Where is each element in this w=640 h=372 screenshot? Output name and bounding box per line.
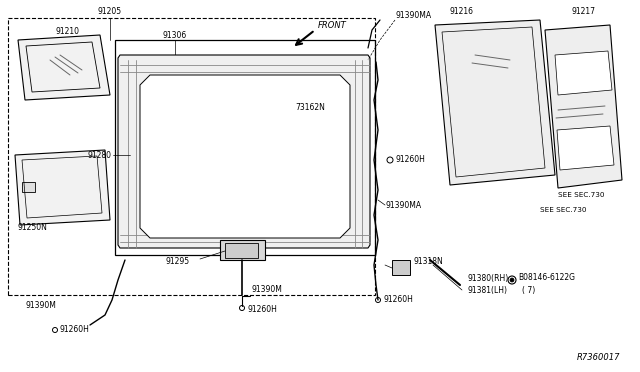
Polygon shape [18,35,110,100]
Text: 91217: 91217 [571,7,595,16]
Text: 91390MA: 91390MA [386,201,422,209]
Text: 91216: 91216 [450,7,474,16]
Text: 91390MA: 91390MA [395,10,431,19]
Text: B08146-6122G: B08146-6122G [518,273,575,282]
Polygon shape [15,150,110,225]
Polygon shape [557,126,614,170]
Text: FRONT: FRONT [318,20,347,29]
Text: 91280: 91280 [88,151,112,160]
Text: ( 7): ( 7) [522,286,535,295]
Text: 91381(LH): 91381(LH) [468,286,508,295]
Text: SEE SEC.730: SEE SEC.730 [558,192,605,198]
Text: 91306: 91306 [163,31,187,39]
Text: 91390M: 91390M [252,285,283,295]
Circle shape [510,278,514,282]
Text: 91210: 91210 [55,26,79,35]
Text: 91390M: 91390M [25,301,56,310]
Polygon shape [140,75,350,238]
Text: 91318N: 91318N [413,257,443,266]
Bar [22,182,35,192]
Polygon shape [118,55,370,248]
Text: 91260H: 91260H [384,295,414,305]
Polygon shape [545,25,622,188]
Bar [220,240,265,260]
Text: SEE SEC.730: SEE SEC.730 [540,207,586,213]
Text: 91205: 91205 [98,7,122,16]
Text: 91295: 91295 [165,257,189,266]
Polygon shape [435,20,555,185]
Polygon shape [555,51,612,95]
Bar [392,260,410,275]
Text: 91380(RH): 91380(RH) [468,273,509,282]
Text: 91260H: 91260H [60,326,90,334]
Bar [225,243,258,258]
Text: 91260H: 91260H [396,155,426,164]
Text: 73162N: 73162N [295,103,325,112]
Text: R7360017: R7360017 [577,353,620,362]
Bar [115,40,375,255]
Text: 91250N: 91250N [18,224,48,232]
Bar [8,18,375,295]
Text: 91260H: 91260H [248,305,278,314]
